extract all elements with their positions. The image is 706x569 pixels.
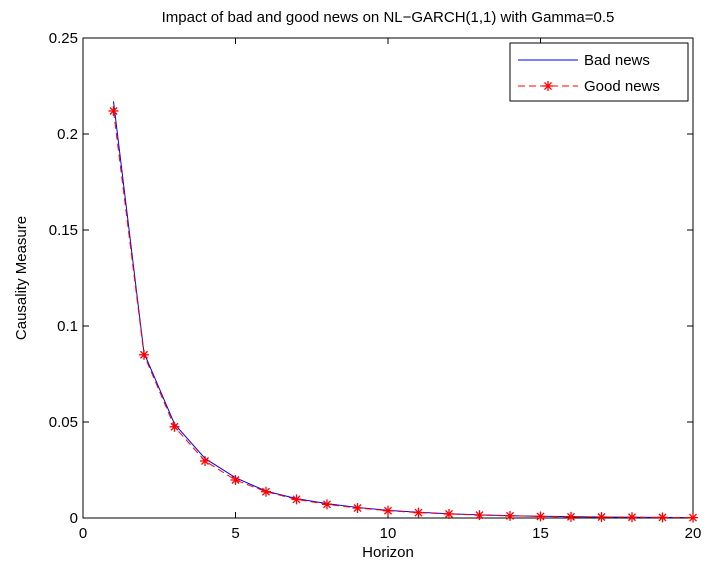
data-point-marker (169, 421, 180, 432)
legend-box (509, 42, 689, 102)
data-point-marker (474, 510, 485, 521)
data-point-marker (200, 455, 210, 466)
y-tick-label: 0.1 (57, 318, 78, 335)
data-point-marker (413, 507, 424, 518)
data-point-marker (108, 105, 119, 116)
y-axis-label: Causality Measure (13, 216, 30, 340)
data-point-marker (291, 494, 302, 505)
legend-label-bad-news: Bad news (584, 52, 650, 69)
data-point-marker (627, 512, 637, 523)
data-point-marker (230, 474, 241, 485)
x-tick-label: 10 (380, 525, 397, 542)
x-tick-label: 20 (685, 525, 702, 542)
data-point-marker (657, 512, 668, 523)
legend-label-good-news: Good news (584, 78, 660, 95)
plot-area-frame (82, 37, 694, 519)
data-point-marker (688, 512, 698, 523)
data-point-marker (543, 81, 553, 91)
data-point-marker (444, 508, 454, 519)
x-tick-label: 0 (79, 525, 87, 542)
data-point-marker (535, 511, 546, 522)
data-point-marker (261, 486, 271, 497)
y-tick-label: 0.15 (49, 222, 78, 239)
data-point-marker (383, 505, 393, 516)
x-axis-label: Horizon (362, 544, 414, 561)
legend: Bad news Good news (509, 42, 689, 102)
x-tick-label: 15 (532, 525, 549, 542)
data-point-marker (505, 510, 515, 521)
series-line-1 (113, 110, 694, 519)
y-tick-label: 0.05 (49, 414, 78, 431)
x-tick-label: 5 (231, 525, 239, 542)
y-tick-label: 0 (70, 510, 78, 527)
data-point-marker (352, 503, 363, 514)
data-point-marker (322, 499, 332, 510)
legend-marker-good-news (543, 81, 553, 91)
data-point-marker (566, 511, 576, 522)
series-layer (108, 101, 698, 523)
y-tick-label: 0.25 (49, 30, 78, 47)
data-point-marker (139, 349, 149, 360)
y-tick-label: 0.2 (57, 126, 78, 143)
data-point-marker (596, 512, 607, 523)
chart-title: Impact of bad and good news on NL−GARCH(… (162, 9, 615, 26)
